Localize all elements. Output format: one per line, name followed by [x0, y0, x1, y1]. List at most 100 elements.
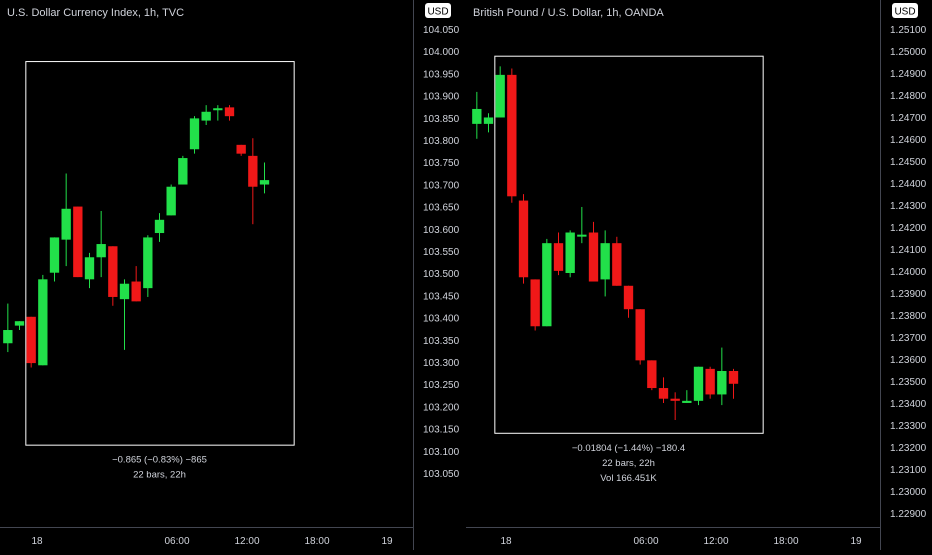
y-tick-label: 1.25000	[890, 47, 927, 58]
candle-body[interactable]	[131, 281, 141, 302]
candle-body[interactable]	[49, 237, 60, 273]
candle-body[interactable]	[717, 371, 727, 395]
y-tick-label: 103.050	[423, 469, 460, 480]
candle-body[interactable]	[38, 279, 48, 366]
candle-body[interactable]	[623, 285, 634, 310]
y-tick-label: 1.22900	[890, 509, 927, 520]
candle-body[interactable]	[73, 206, 83, 278]
candle-body[interactable]	[705, 368, 715, 395]
x-tick-label: 06:00	[633, 536, 658, 547]
candle-body[interactable]	[224, 107, 235, 117]
y-tick-label: 103.700	[423, 180, 460, 191]
chart-pane-2[interactable]: British Pound / U.S. Dollar, 1h, OANDA 1.…	[466, 0, 927, 550]
candle-body[interactable]	[612, 243, 622, 286]
candle-body[interactable]	[577, 234, 587, 237]
candle-body[interactable]	[119, 283, 130, 300]
currency-badge[interactable]: USD	[892, 3, 918, 18]
y-tick-label: 1.23000	[890, 487, 927, 498]
y-tick-label: 103.950	[423, 69, 460, 80]
candle-body[interactable]	[530, 279, 540, 327]
y-tick-label: 103.900	[423, 92, 460, 103]
candle-body[interactable]	[507, 74, 517, 197]
candle-body[interactable]	[472, 108, 482, 124]
x-tick-label: 18:00	[304, 536, 329, 547]
y-tick-label: 1.24100	[890, 245, 927, 256]
measure-range-box[interactable]	[25, 61, 295, 446]
candle-body[interactable]	[154, 219, 165, 234]
y-tick-label: 103.450	[423, 291, 460, 302]
candle-body[interactable]	[495, 74, 505, 118]
y-tick-label: 103.650	[423, 203, 460, 214]
candle-body[interactable]	[259, 180, 270, 185]
y-tick-label: 103.150	[423, 425, 460, 436]
x-tick-label: 18	[500, 536, 512, 547]
y-tick-label: 104.050	[423, 25, 460, 36]
y-tick-label: 1.24300	[890, 201, 927, 212]
candles	[472, 66, 739, 420]
candle-body[interactable]	[178, 158, 188, 185]
candle-body[interactable]	[143, 237, 153, 289]
candle-body[interactable]	[670, 398, 680, 401]
x-tick-label: 18	[31, 536, 43, 547]
y-tick-label: 1.24400	[890, 179, 927, 190]
y-tick-label: 1.23700	[890, 333, 927, 344]
candle-body[interactable]	[542, 243, 552, 327]
candle-body[interactable]	[693, 366, 704, 401]
candle-body[interactable]	[96, 244, 106, 258]
candle-body[interactable]	[201, 111, 211, 121]
y-tick-label: 103.850	[423, 114, 460, 125]
candle-body[interactable]	[635, 309, 645, 361]
measure-stat-label: −0.865 (−0.83%) −865	[112, 455, 207, 466]
candle-body[interactable]	[248, 155, 258, 187]
x-tick-label: 12:00	[703, 536, 728, 547]
candle-body[interactable]	[84, 257, 95, 280]
candle-body[interactable]	[588, 232, 599, 282]
candle-body[interactable]	[600, 243, 610, 280]
y-tick-label: 1.23600	[890, 355, 927, 366]
candle-body[interactable]	[61, 208, 71, 240]
y-tick-label: 103.300	[423, 358, 460, 369]
candle-body[interactable]	[483, 117, 494, 124]
y-tick-label: 1.23500	[890, 377, 927, 388]
currency-badge[interactable]: USD	[425, 3, 451, 18]
y-tick-label: 1.23400	[890, 399, 927, 410]
currency-badge-label: USD	[894, 7, 915, 18]
y-tick-label: 103.250	[423, 380, 460, 391]
y-tick-label: 103.100	[423, 447, 460, 458]
y-tick-label: 103.600	[423, 225, 460, 236]
candle-body[interactable]	[553, 243, 564, 271]
y-tick-label: 1.24900	[890, 69, 927, 80]
y-tick-label: 1.25100	[890, 25, 927, 36]
y-tick-label: 1.23100	[890, 465, 927, 476]
candle-body[interactable]	[26, 316, 36, 364]
candle-body[interactable]	[682, 400, 692, 403]
chart-title: U.S. Dollar Currency Index, 1h, TVC	[7, 7, 184, 19]
y-tick-label: 1.24000	[890, 267, 927, 278]
candle-body[interactable]	[236, 144, 246, 154]
measure-range-box[interactable]	[494, 55, 764, 434]
candle-body[interactable]	[647, 360, 657, 389]
x-tick-label: 06:00	[164, 536, 189, 547]
candle-body[interactable]	[3, 330, 13, 344]
candle-body[interactable]	[565, 232, 575, 273]
measure-stat-label: −0.01804 (−1.44%) −180.4	[572, 443, 685, 454]
y-tick-label: 1.24500	[890, 157, 927, 168]
chart-title: British Pound / U.S. Dollar, 1h, OANDA	[473, 7, 664, 19]
candle-body[interactable]	[108, 246, 118, 297]
x-tick-label: 18:00	[773, 536, 798, 547]
candle-body[interactable]	[658, 388, 669, 399]
y-tick-label: 103.400	[423, 314, 460, 325]
candle-body[interactable]	[189, 118, 200, 150]
candle-body[interactable]	[728, 371, 739, 384]
y-tick-label: 1.23200	[890, 443, 927, 454]
candle-body[interactable]	[518, 200, 529, 278]
measure-stat-label: Vol 166.451K	[600, 473, 657, 484]
candle-body[interactable]	[14, 321, 25, 326]
candle-body[interactable]	[213, 108, 223, 111]
candle-body[interactable]	[166, 186, 176, 216]
chart-pane-1[interactable]: U.S. Dollar Currency Index, 1h, TVC 104.0…	[0, 0, 460, 550]
y-tick-label: 103.500	[423, 269, 460, 280]
x-tick-label: 12:00	[234, 536, 259, 547]
